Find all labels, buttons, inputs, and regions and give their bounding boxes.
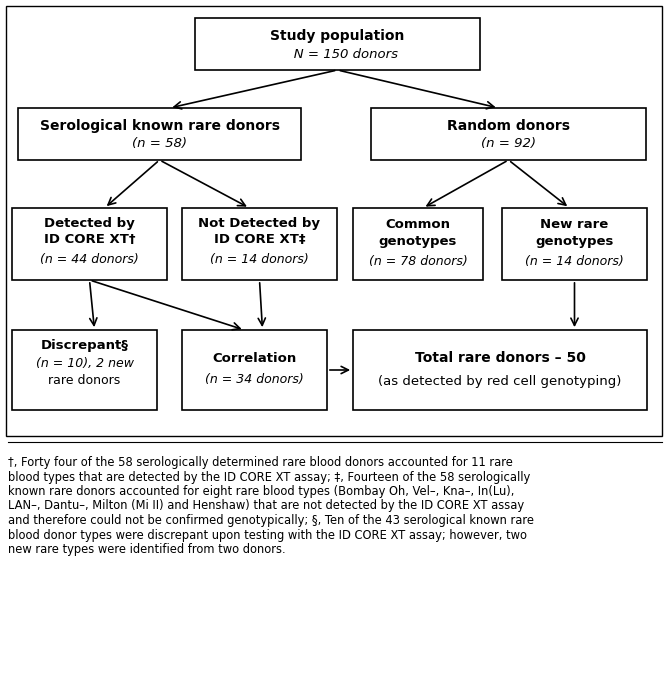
Text: Serological known rare donors: Serological known rare donors	[40, 119, 279, 133]
Text: (n = 14 donors): (n = 14 donors)	[525, 254, 624, 267]
Text: Detected by: Detected by	[44, 218, 135, 231]
Text: (n = 44 donors): (n = 44 donors)	[40, 254, 139, 267]
Text: (as detected by red cell genotyping): (as detected by red cell genotyping)	[379, 376, 622, 389]
Text: genotypes: genotypes	[535, 235, 614, 248]
Text: Total rare donors – 50: Total rare donors – 50	[415, 351, 586, 365]
Bar	[353, 208, 483, 280]
Text: Discrepant§: Discrepant§	[40, 340, 129, 353]
Text: new rare types were identified from two donors.: new rare types were identified from two …	[8, 543, 285, 556]
Bar	[12, 208, 167, 280]
Text: genotypes: genotypes	[379, 235, 457, 248]
Bar	[195, 18, 480, 70]
Text: Common: Common	[385, 218, 450, 231]
Text: (n = 78 donors): (n = 78 donors)	[369, 254, 468, 267]
Bar	[502, 208, 647, 280]
Text: Correlation: Correlation	[212, 351, 297, 364]
Text: LAN–, Dantu–, Milton (Mi II) and Henshaw) that are not detected by the ID CORE X: LAN–, Dantu–, Milton (Mi II) and Henshaw…	[8, 499, 524, 512]
Text: Not Detected by: Not Detected by	[198, 218, 320, 231]
Bar	[6, 6, 662, 436]
Bar	[182, 208, 337, 280]
Text: Random donors: Random donors	[447, 119, 570, 133]
Text: Study population: Study population	[270, 29, 405, 43]
Bar	[353, 330, 647, 410]
Text: (n = 10), 2 new: (n = 10), 2 new	[36, 357, 133, 370]
Text: (n = 14 donors): (n = 14 donors)	[210, 254, 309, 267]
Bar	[371, 108, 646, 160]
Text: blood types that are detected by the ID CORE XT assay; ‡, Fourteen of the 58 ser: blood types that are detected by the ID …	[8, 471, 530, 484]
Text: ID CORE XT†: ID CORE XT†	[44, 233, 135, 246]
Bar	[182, 330, 327, 410]
Text: (n = 34 donors): (n = 34 donors)	[205, 374, 304, 387]
Text: and therefore could not be confirmed genotypically; §, Ten of the 43 serological: and therefore could not be confirmed gen…	[8, 514, 534, 527]
Bar	[12, 330, 157, 410]
Text: New rare: New rare	[541, 218, 608, 231]
Text: rare donors: rare donors	[48, 374, 121, 387]
Text: ID CORE XT‡: ID CORE XT‡	[214, 233, 306, 246]
Text: N = 150 donors: N = 150 donors	[277, 48, 397, 61]
Text: (n = 58): (n = 58)	[132, 138, 187, 151]
Text: (n = 92): (n = 92)	[481, 138, 536, 151]
Text: blood donor types were discrepant upon testing with the ID CORE XT assay; howeve: blood donor types were discrepant upon t…	[8, 529, 527, 542]
Bar	[18, 108, 301, 160]
Text: †, Forty four of the 58 serologically determined rare blood donors accounted for: †, Forty four of the 58 serologically de…	[8, 456, 513, 469]
Text: known rare donors accounted for eight rare blood types (Bombay Oh, Vel–, Kna–, I: known rare donors accounted for eight ra…	[8, 485, 515, 498]
